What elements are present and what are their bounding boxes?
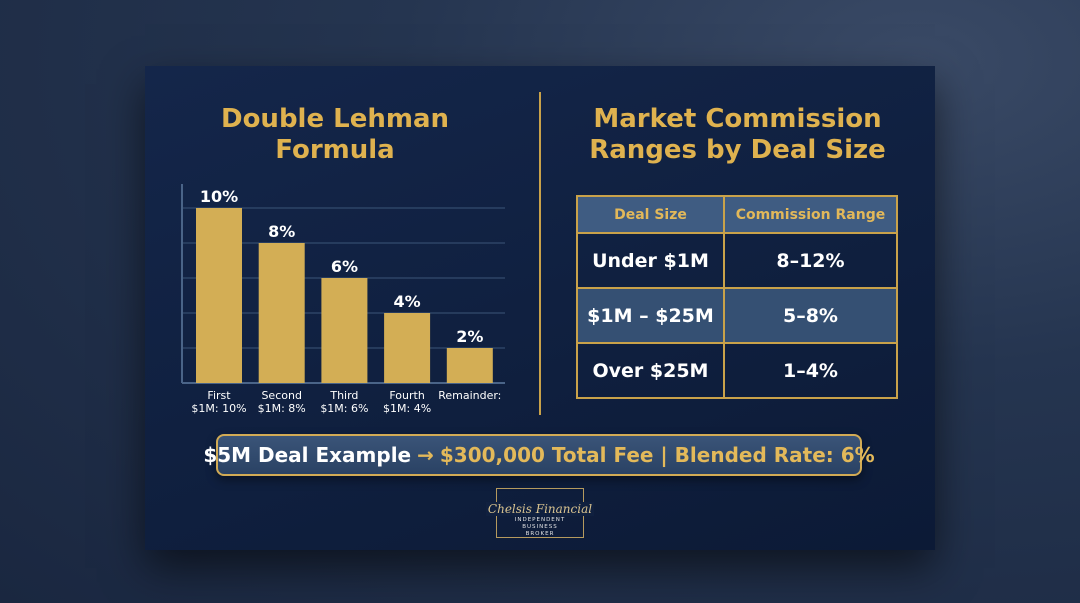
arrow-right-icon: → (417, 443, 434, 467)
tick-label: $1M: 10% (191, 402, 246, 415)
slide-card: Double Lehman Formula 10% First $1M: 10% 8%… (145, 66, 935, 550)
bar-chart: 10%First$1M: 10%8%Second$1M: 8%6%Third$1… (181, 184, 505, 415)
tick-label: Second (261, 389, 301, 402)
bar (384, 313, 431, 383)
cell-commission: 5–8% (722, 287, 899, 344)
divider (539, 92, 541, 415)
banner-deal-label: $5M Deal Example (203, 443, 412, 467)
data-label: 8% (268, 222, 295, 241)
logo-subtitle: INDEPENDENT BUSINESS BROKER (482, 517, 598, 538)
bar (196, 208, 242, 383)
table-title-line1: Market Commission (593, 104, 882, 134)
banner-fee-text: $300,000 Total Fee | Blended Rate: 6% (439, 443, 875, 467)
deal-example-banner: $5M Deal Example → $300,000 Total Fee | … (203, 434, 875, 476)
tick-label: $1M: 4% (383, 402, 431, 415)
tick-label: $1M: 6% (320, 402, 368, 415)
chart-title: Double Lehman Formula (185, 104, 485, 166)
header-commission-range: Commission Range (722, 195, 899, 234)
cell-commission: 8–12% (722, 232, 899, 289)
data-label: 6% (331, 257, 358, 276)
cell-deal-size: Under $1M (576, 232, 725, 289)
tick-label: Remainder: (438, 389, 501, 402)
table-row: $1M – $25M 5–8% (576, 287, 899, 344)
header-deal-size: Deal Size (576, 195, 725, 234)
tick-label: Third (329, 389, 358, 402)
cell-deal-size: Over $25M (576, 342, 725, 399)
table-row: Over $25M 1–4% (576, 342, 899, 399)
cell-commission: 1–4% (722, 342, 899, 399)
commission-table: Deal Size Commission Range Under $1M 8–1… (576, 195, 899, 399)
bar (258, 243, 305, 383)
data-label: 2% (456, 327, 483, 346)
logo-sub-line: INDEPENDENT (514, 517, 566, 523)
bar (446, 348, 493, 383)
table-row: Under $1M 8–12% (576, 232, 899, 289)
table-header-row: Deal Size Commission Range (576, 195, 899, 234)
logo-name: Chelsis Financial (485, 502, 595, 516)
logo-sub-line: BROKER (525, 531, 555, 537)
bar (321, 278, 368, 383)
tick-label: $1M: 8% (258, 402, 306, 415)
table-title-line2: Ranges by Deal Size (589, 135, 886, 165)
table-title: Market Commission Ranges by Deal Size (565, 104, 910, 166)
data-label: 4% (394, 292, 421, 311)
cell-deal-size: $1M – $25M (576, 287, 725, 344)
logo-sub-line: BUSINESS (522, 524, 558, 530)
tick-label: First (207, 389, 231, 402)
chart-title-line2: Formula (275, 135, 395, 165)
logo: Chelsis Financial INDEPENDENT BUSINESS B… (482, 486, 598, 538)
chart-title-line1: Double Lehman (220, 104, 450, 134)
tick-label: Fourth (389, 389, 424, 402)
data-label: 10% (200, 187, 238, 206)
